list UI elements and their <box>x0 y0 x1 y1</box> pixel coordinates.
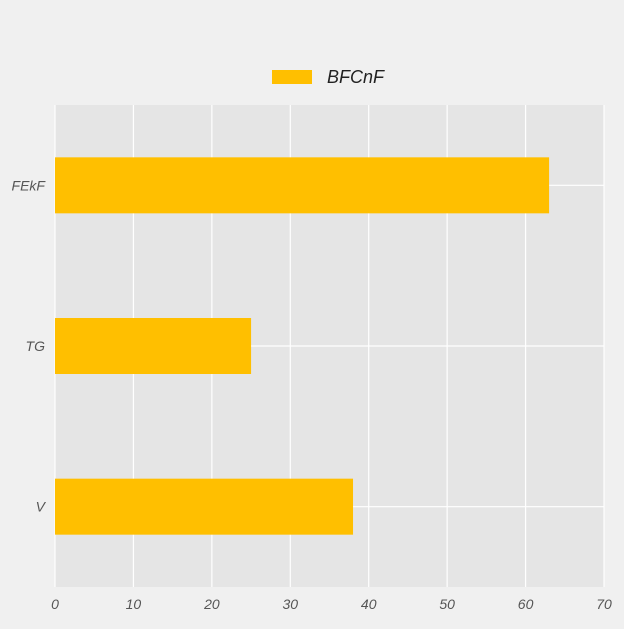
legend-swatch <box>272 70 312 84</box>
x-tick-label: 40 <box>361 596 377 612</box>
bar <box>55 318 252 374</box>
y-tick-label: FEkF <box>12 177 47 193</box>
x-tick-label: 60 <box>518 596 534 612</box>
bar <box>55 478 354 535</box>
x-tick-label: 10 <box>126 596 142 612</box>
legend: BFCnF <box>272 67 385 87</box>
y-tick-label: V <box>36 499 47 515</box>
x-tick-label: 50 <box>439 596 455 612</box>
bars <box>55 157 550 535</box>
legend-label: BFCnF <box>327 67 385 87</box>
bar <box>55 157 550 214</box>
y-tick-label: TG <box>26 338 46 354</box>
x-tick-label: 70 <box>596 596 612 612</box>
x-tick-label: 30 <box>282 596 298 612</box>
y-axis-ticks: FEkF TG V <box>12 177 47 514</box>
x-axis-ticks: 0 10 20 30 40 50 60 70 <box>51 596 612 612</box>
x-tick-label: 0 <box>51 596 59 612</box>
x-tick-label: 20 <box>203 596 220 612</box>
